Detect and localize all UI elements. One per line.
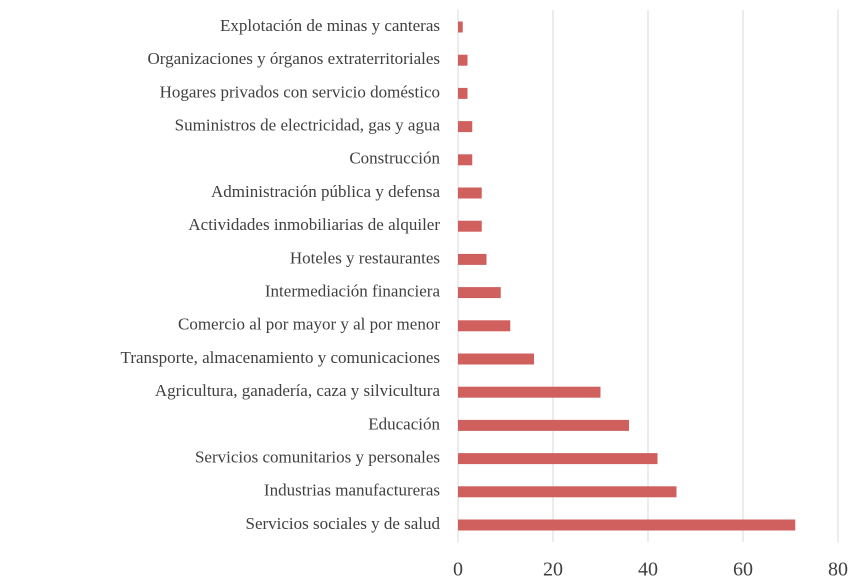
x-tick-label: 0	[453, 559, 463, 581]
bar	[458, 353, 534, 365]
bar	[458, 419, 629, 431]
y-tick-label: Explotación de minas y canteras	[220, 16, 440, 35]
y-tick-label: Intermediación financiera	[265, 282, 441, 301]
y-tick-label: Actividades inmobiliarias de alquiler	[188, 215, 440, 234]
y-tick-label: Educación	[368, 414, 440, 433]
x-tick-label: 80	[828, 559, 848, 581]
x-tick-label: 20	[543, 559, 563, 581]
y-tick-label: Comercio al por mayor y al por menor	[178, 315, 440, 334]
bar	[458, 187, 482, 199]
y-tick-label: Industrias manufactureras	[264, 481, 440, 500]
y-tick-label: Servicios comunitarios y personales	[195, 448, 440, 467]
y-tick-label: Hogares privados con servicio doméstico	[160, 82, 440, 101]
y-tick-label: Servicios sociales y de salud	[245, 514, 440, 533]
bar	[458, 453, 658, 465]
bar	[458, 220, 482, 232]
bar	[458, 320, 511, 332]
x-tick-label: 60	[733, 559, 753, 581]
y-tick-label: Transporte, almacenamiento y comunicacio…	[121, 348, 440, 367]
x-tick-label: 40	[638, 559, 658, 581]
bar	[458, 386, 601, 398]
y-tick-label: Administración pública y defensa	[211, 182, 440, 201]
y-tick-label: Construcción	[349, 149, 440, 168]
bar	[458, 486, 677, 498]
bar	[458, 287, 501, 299]
bar	[458, 253, 487, 265]
bar	[458, 154, 473, 166]
bar	[458, 21, 463, 33]
bar	[458, 121, 473, 133]
y-tick-label: Agricultura, ganadería, caza y silvicult…	[155, 381, 441, 400]
bar	[458, 87, 468, 99]
bar	[458, 54, 468, 66]
y-tick-label: Suministros de electricidad, gas y agua	[175, 116, 441, 135]
bar	[458, 519, 796, 531]
y-tick-label: Organizaciones y órganos extraterritoria…	[147, 49, 440, 68]
y-tick-label: Hoteles y restaurantes	[290, 248, 440, 267]
